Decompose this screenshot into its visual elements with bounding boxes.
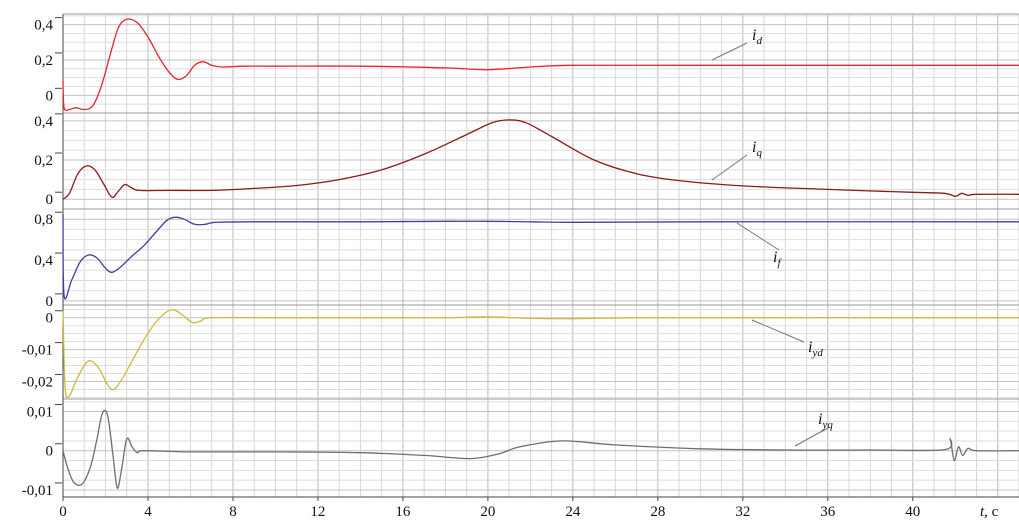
x-tick-label: 40	[905, 504, 920, 520]
leader-line-iyd	[751, 319, 805, 343]
y-tick-label: 0	[46, 294, 54, 310]
series-label-iq: iq	[752, 139, 762, 159]
x-tick-label: 28	[650, 504, 665, 520]
x-tick-label: 8	[229, 504, 237, 520]
y-tick-label: 0,4	[34, 18, 53, 34]
series-line-iyq	[62, 409, 1019, 489]
y-tick-label: -0,02	[22, 374, 53, 390]
series-label-if: if	[773, 249, 782, 269]
series-label-iyq: iyq	[818, 411, 833, 431]
y-tick-label: -0,01	[22, 343, 53, 359]
series-line-if	[62, 214, 1019, 300]
x-tick-label: 20	[480, 504, 495, 520]
x-tick-label: 0	[59, 504, 67, 520]
grid-layer	[63, 14, 1019, 497]
y-tick-label: 0,2	[34, 53, 53, 69]
x-tick-label: 24	[565, 504, 581, 520]
x-tick-label: 16	[395, 504, 411, 520]
x-axis-title-unit: , c	[984, 504, 999, 520]
leader-line-if	[736, 222, 780, 251]
y-tick-label: 0	[46, 311, 54, 327]
x-tick-label: 32	[735, 504, 750, 520]
svg-text:t, c: t, c	[980, 504, 999, 520]
y-tick-label: 0,4	[34, 253, 53, 269]
label-layer: 0 0,2 0,4 id 0 0,2 0,4 iq 0 0,4 0,8 if -0,02 -0,01 0 iy…	[22, 18, 921, 520]
x-tick-label: 4	[144, 504, 152, 520]
series-label-iyd: iyd	[808, 339, 823, 359]
y-tick-label: 0,2	[34, 153, 53, 169]
x-tick-label: 12	[310, 504, 325, 520]
series-label-id: id	[752, 27, 762, 47]
y-tick-label: 0	[46, 88, 54, 104]
axis-layer	[55, 13, 1019, 501]
series-line-id	[62, 18, 1019, 112]
leader-line-iyq	[794, 427, 829, 447]
y-tick-label: 0	[46, 444, 54, 460]
leader-line-iq	[711, 154, 748, 181]
leader-line-id	[711, 42, 748, 61]
y-tick-label: 0,01	[27, 405, 53, 421]
series-layer	[62, 18, 1019, 489]
x-tick-label: 36	[820, 504, 836, 520]
y-tick-label: 0,4	[34, 114, 53, 130]
x-axis-title: t, c	[980, 504, 999, 520]
y-tick-label: 0	[46, 192, 54, 208]
y-tick-label: -0,01	[22, 483, 53, 499]
y-tick-label: 0,8	[34, 212, 53, 228]
series-line-iq	[62, 119, 1019, 200]
series-line-iyd	[62, 309, 1019, 399]
x-axis-title-var: t	[980, 504, 985, 520]
